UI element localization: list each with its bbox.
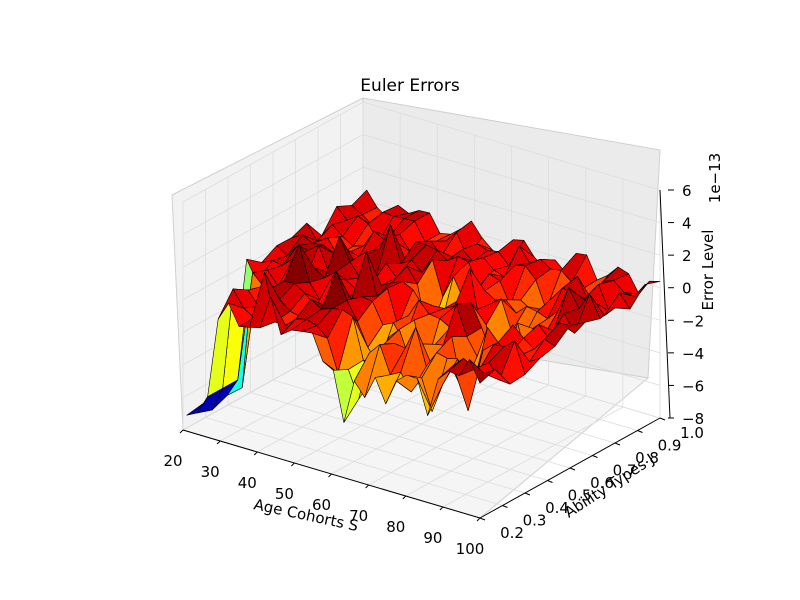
x-tick-mark [179, 429, 184, 434]
y-tick-mark [479, 517, 486, 521]
x-tick-labels: 20 30 40 50 60 70 80 90 100 [163, 429, 485, 558]
x-tick-label: 100 [456, 540, 485, 558]
z-tick-labels: 6 4 2 0 −2 −4 −6 −8 [668, 182, 704, 428]
x-tick-label: 20 [163, 452, 182, 470]
z-tick-label: 2 [682, 247, 692, 265]
gridline-z [182, 101, 661, 203]
y-tick-mark [569, 467, 576, 471]
y-tick-label: 1.0 [680, 424, 704, 442]
y-tick-mark [614, 442, 621, 446]
x-tick-mark [216, 440, 221, 445]
y-tick-labels: 0.20.30.40.50.60.70.80.91.0 [479, 417, 704, 542]
z-tick-label: 6 [682, 182, 692, 200]
y-tick-label: 0.2 [500, 524, 524, 542]
z-tick-label: −8 [682, 410, 704, 428]
x-tick-label: 70 [349, 507, 368, 525]
chart-title: Euler Errors [360, 76, 460, 96]
y-tick-mark [659, 417, 666, 421]
y-tick-label: 0.6 [590, 474, 614, 492]
y-tick-label: 0.7 [613, 462, 637, 480]
y-tick-mark [502, 505, 508, 508]
y-tick-label: 0.3 [523, 512, 547, 530]
x-tick-mark [439, 506, 444, 511]
x-tick-label: 80 [386, 518, 405, 536]
gridline-z [182, 166, 661, 268]
gridline-z [182, 134, 661, 235]
z-tick-label: −6 [682, 377, 704, 395]
y-tick-mark [524, 492, 531, 496]
y-tick-label: 0.4 [545, 499, 569, 517]
x-tick-mark [365, 484, 369, 489]
z-offset-text: 1e−13 [706, 153, 724, 203]
z-tick-label: 0 [682, 280, 692, 298]
y-tick-label: 0.8 [635, 449, 659, 467]
x-tick-mark [476, 517, 481, 522]
z-axis-label: Error Level [699, 230, 717, 311]
x-tick-label: 30 [201, 463, 220, 481]
y-tick-mark [637, 430, 643, 433]
y-tick-mark [592, 455, 598, 458]
y-tick-label: 0.9 [658, 437, 682, 455]
x-tick-label: 60 [312, 496, 331, 514]
x-tick-mark [291, 462, 295, 467]
z-axis-line [659, 189, 671, 419]
x-tick-label: 90 [423, 529, 442, 547]
x-tick-mark [402, 495, 407, 500]
surface-plot [186, 189, 661, 423]
y-tick-label: 0.5 [568, 487, 592, 505]
x-tick-mark [253, 451, 258, 456]
z-tick-label: −2 [682, 312, 704, 330]
z-tick-label: 4 [682, 215, 692, 233]
x-tick-label: 40 [238, 474, 257, 492]
x-tick-mark [328, 473, 332, 478]
z-tick-label: −4 [682, 345, 704, 363]
y-tick-mark [547, 480, 553, 483]
surface-facet [469, 359, 496, 384]
x-tick-label: 50 [275, 485, 294, 503]
